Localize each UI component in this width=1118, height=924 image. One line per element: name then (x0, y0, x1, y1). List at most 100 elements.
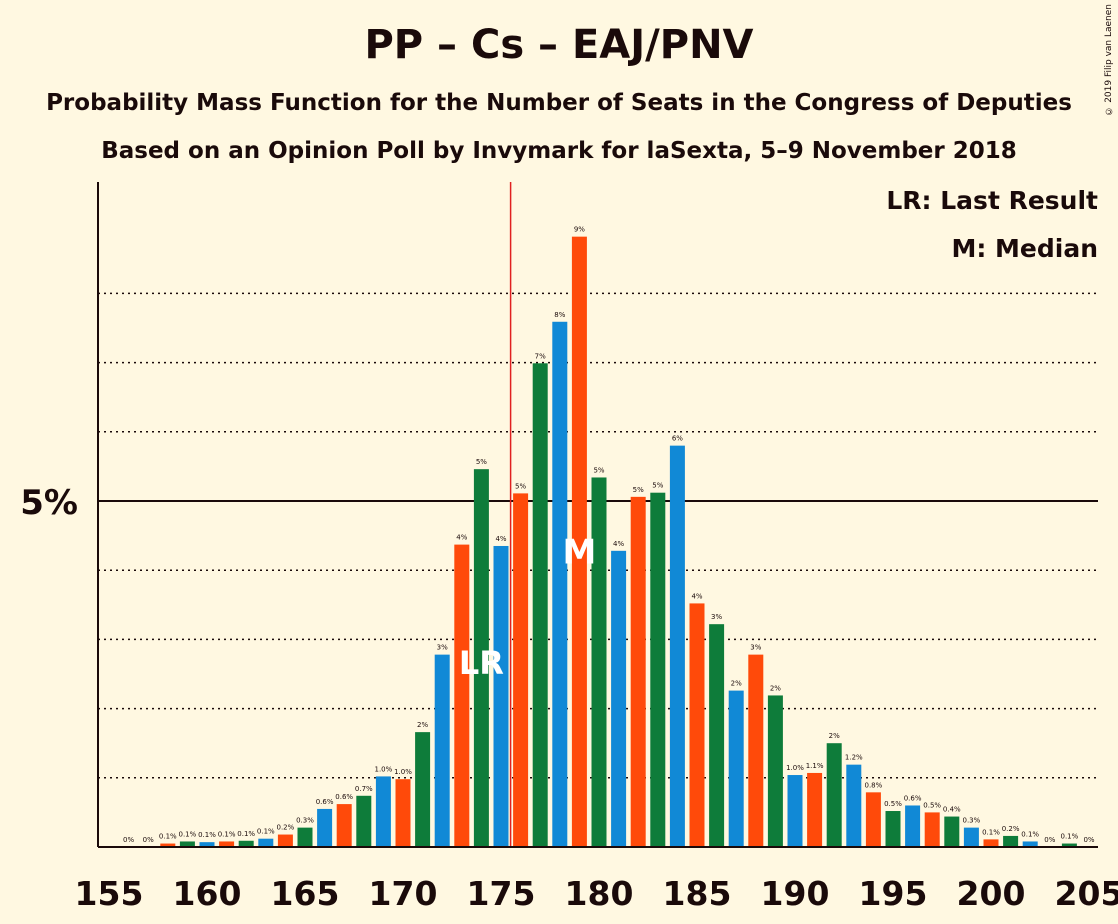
data-label: 9% (574, 226, 585, 234)
data-label: 0.3% (296, 817, 314, 825)
data-label: 0.6% (904, 794, 922, 802)
bar (885, 811, 901, 847)
bar (454, 544, 470, 847)
data-label: 1.1% (806, 762, 824, 770)
bar (336, 804, 352, 847)
bar (650, 492, 666, 847)
y-tick-label: 5% (20, 483, 78, 523)
bar (493, 545, 509, 847)
data-label: 0.1% (218, 830, 236, 838)
bar (826, 743, 842, 847)
bar (689, 603, 705, 847)
data-label: 5% (633, 486, 644, 494)
bar (415, 732, 431, 847)
bar (748, 654, 764, 847)
data-label: 1.0% (786, 764, 804, 772)
bar (1061, 843, 1077, 847)
data-label: 7% (535, 352, 546, 360)
data-label: 0.3% (963, 817, 981, 825)
data-label: 0.1% (257, 828, 275, 836)
bar (513, 493, 529, 847)
bar (1003, 835, 1019, 847)
x-tick-label: 175 (467, 874, 536, 913)
bar (375, 776, 391, 847)
data-label: 0.6% (335, 793, 353, 801)
data-label: 3% (750, 644, 761, 652)
bar (807, 772, 823, 847)
data-label: 0.5% (884, 800, 902, 808)
x-tick-label: 190 (761, 874, 830, 913)
data-label: 0.4% (943, 806, 961, 814)
data-label: 2% (731, 680, 742, 688)
data-label: 1.0% (375, 765, 393, 773)
bar (846, 764, 862, 847)
data-label: 0.6% (316, 798, 334, 806)
data-label: 5% (515, 482, 526, 490)
bar (160, 843, 176, 847)
data-label: 2% (829, 732, 840, 740)
bar (787, 775, 803, 847)
bar (630, 496, 646, 847)
chart-title: PP – Cs – EAJ/PNV (364, 22, 754, 68)
data-label: 6% (672, 435, 683, 443)
data-label: 0.1% (159, 833, 177, 841)
data-label: 5% (476, 458, 487, 466)
data-label: 0.1% (198, 831, 216, 839)
data-label: 1.0% (394, 768, 412, 776)
bar (219, 841, 235, 847)
data-label: 0% (1083, 836, 1094, 844)
bar (277, 834, 293, 847)
bar (238, 840, 254, 847)
bar (552, 321, 568, 848)
data-label: 0.5% (923, 801, 941, 809)
data-label: 5% (593, 466, 604, 474)
bar (473, 469, 489, 847)
bar (179, 841, 195, 847)
bar (767, 695, 783, 847)
data-label: 3% (711, 613, 722, 621)
bar (924, 812, 940, 847)
data-label: 4% (613, 540, 624, 548)
bar (317, 808, 333, 847)
data-label: 0.1% (179, 830, 197, 838)
data-label: 0% (1044, 836, 1055, 844)
data-label: 0.1% (1021, 830, 1039, 838)
bar (532, 363, 548, 847)
data-label: 4% (456, 534, 467, 542)
bar (983, 839, 999, 847)
data-label: 8% (554, 311, 565, 319)
data-label: 0.8% (865, 781, 883, 789)
x-tick-label: 195 (859, 874, 928, 913)
last-result-marker: LR (459, 644, 504, 682)
x-tick-label: 205 (1055, 874, 1118, 913)
bar (199, 842, 215, 847)
bar (963, 827, 979, 847)
data-label: 2% (417, 721, 428, 729)
bar (709, 624, 725, 847)
data-label: 0.7% (355, 785, 373, 793)
bar (669, 445, 685, 847)
data-label: 0% (123, 836, 134, 844)
legend-last-result: LR: Last Result (886, 186, 1098, 215)
x-tick-label: 180 (565, 874, 634, 913)
x-tick-label: 170 (369, 874, 438, 913)
chart-subtitle: Probability Mass Function for the Number… (46, 90, 1072, 116)
data-label: 0.1% (982, 828, 1000, 836)
chart-subtitle-source: Based on an Opinion Poll by Invymark for… (101, 138, 1017, 164)
bar (571, 236, 587, 847)
x-tick-label: 165 (271, 874, 340, 913)
x-tick-label: 200 (957, 874, 1026, 913)
data-label: 0.2% (1002, 825, 1020, 833)
bar (434, 654, 450, 847)
x-tick-label: 155 (75, 874, 144, 913)
data-label: 0% (143, 836, 154, 844)
data-label: 4% (495, 535, 506, 543)
data-label: 4% (691, 592, 702, 600)
data-label: 5% (652, 482, 663, 490)
bar (944, 816, 960, 847)
bar (728, 690, 744, 847)
median-marker: M (562, 532, 596, 572)
bar (356, 795, 372, 847)
x-tick-label: 160 (173, 874, 242, 913)
